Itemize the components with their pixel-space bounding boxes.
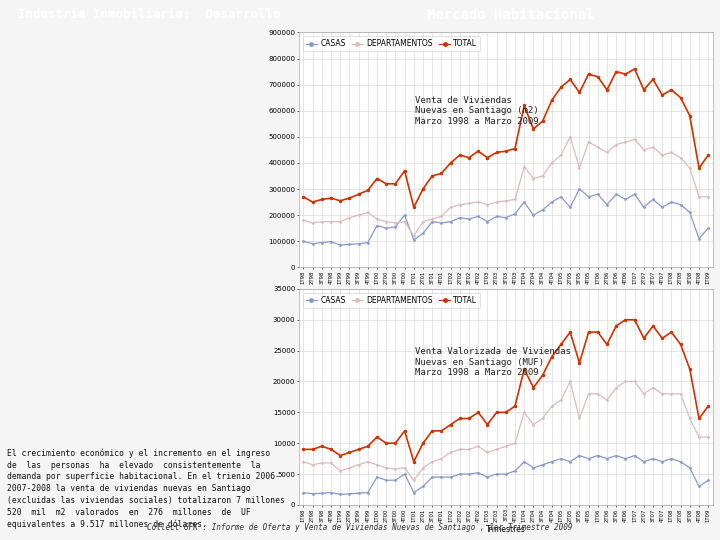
Text: El crecimiento económico y el incremento en el ingreso
de  las  personas  ha  el: El crecimiento económico y el incremento… xyxy=(7,448,285,529)
Text: Industria Inmobiliaria:  Desarrollo: Industria Inmobiliaria: Desarrollo xyxy=(18,8,281,22)
Text: Venta de Viviendas
Nuevas en Santiago (m2)
Marzo 1998 a Marzo 2009: Venta de Viviendas Nuevas en Santiago (m… xyxy=(415,96,539,126)
X-axis label: Trimestres: Trimestres xyxy=(486,524,526,534)
Legend: CASAS, DEPARTAMENTOS, TOTAL: CASAS, DEPARTAMENTOS, TOTAL xyxy=(302,36,480,51)
Legend: CASAS, DEPARTAMENTOS, TOTAL: CASAS, DEPARTAMENTOS, TOTAL xyxy=(302,293,480,308)
Text: Mercado Habitacional: Mercado Habitacional xyxy=(428,8,595,22)
Text: Venta Valorizada de Viviendas
Nuevas en Santiago (MUF)
Marzo 1998 a Marzo 2009: Venta Valorizada de Viviendas Nuevas en … xyxy=(415,347,570,377)
Text: Collect GFK : Informe de Oferta y Venta de Viviendas Nuevas de Santiago , 1er Tr: Collect GFK : Informe de Oferta y Venta … xyxy=(148,523,572,531)
